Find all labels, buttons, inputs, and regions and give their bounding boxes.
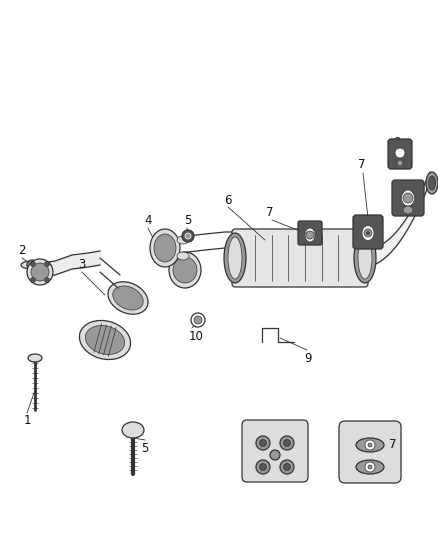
Ellipse shape	[154, 234, 176, 262]
Ellipse shape	[28, 354, 42, 362]
Ellipse shape	[428, 176, 435, 190]
Ellipse shape	[403, 206, 413, 214]
Ellipse shape	[150, 229, 180, 267]
Text: 7: 7	[358, 158, 366, 172]
FancyBboxPatch shape	[353, 215, 383, 249]
Circle shape	[191, 313, 205, 327]
FancyBboxPatch shape	[298, 221, 322, 245]
Ellipse shape	[79, 320, 131, 360]
Text: 7: 7	[389, 439, 397, 451]
Ellipse shape	[122, 422, 144, 438]
Circle shape	[397, 160, 403, 166]
Circle shape	[259, 440, 266, 447]
Ellipse shape	[305, 228, 315, 242]
Circle shape	[306, 231, 314, 239]
Circle shape	[45, 262, 49, 266]
Text: 9: 9	[304, 351, 312, 365]
Circle shape	[270, 450, 280, 460]
FancyBboxPatch shape	[339, 421, 401, 483]
Ellipse shape	[31, 263, 49, 281]
Text: 5: 5	[141, 441, 148, 455]
Circle shape	[45, 278, 49, 282]
Ellipse shape	[358, 237, 372, 279]
Circle shape	[368, 465, 372, 469]
Text: 8: 8	[281, 438, 289, 450]
Circle shape	[368, 443, 372, 447]
Ellipse shape	[177, 252, 189, 260]
Ellipse shape	[362, 225, 374, 240]
Circle shape	[280, 460, 294, 474]
Text: 7: 7	[266, 206, 274, 219]
Ellipse shape	[27, 259, 53, 285]
Ellipse shape	[113, 286, 143, 310]
FancyBboxPatch shape	[388, 139, 412, 169]
Text: 8: 8	[393, 136, 401, 149]
FancyBboxPatch shape	[232, 229, 368, 287]
Circle shape	[403, 193, 413, 203]
Ellipse shape	[354, 233, 376, 283]
Ellipse shape	[402, 190, 414, 206]
Circle shape	[31, 262, 35, 266]
FancyBboxPatch shape	[242, 420, 308, 482]
Circle shape	[256, 436, 270, 450]
Circle shape	[365, 440, 375, 450]
Circle shape	[395, 148, 405, 158]
Circle shape	[27, 260, 37, 270]
Circle shape	[256, 460, 270, 474]
Ellipse shape	[21, 261, 43, 269]
Circle shape	[182, 230, 194, 242]
Circle shape	[364, 229, 372, 237]
FancyBboxPatch shape	[392, 180, 424, 216]
Circle shape	[365, 462, 375, 472]
Ellipse shape	[169, 252, 201, 288]
Circle shape	[283, 440, 290, 447]
Ellipse shape	[108, 282, 148, 314]
Circle shape	[194, 316, 202, 324]
Ellipse shape	[177, 236, 189, 244]
Text: 1: 1	[23, 414, 31, 426]
Text: 3: 3	[78, 257, 86, 271]
Circle shape	[31, 278, 35, 282]
Text: 7: 7	[403, 183, 411, 197]
Circle shape	[283, 464, 290, 471]
Text: 5: 5	[184, 214, 192, 227]
Ellipse shape	[85, 326, 125, 354]
Ellipse shape	[356, 438, 384, 452]
Ellipse shape	[426, 172, 438, 194]
Text: 4: 4	[144, 214, 152, 227]
Circle shape	[185, 233, 191, 239]
Ellipse shape	[228, 237, 242, 279]
Text: 6: 6	[224, 193, 232, 206]
Ellipse shape	[356, 460, 384, 474]
Circle shape	[280, 436, 294, 450]
Circle shape	[367, 231, 370, 235]
Circle shape	[259, 464, 266, 471]
Text: 10: 10	[189, 329, 203, 343]
Ellipse shape	[224, 233, 246, 283]
Ellipse shape	[173, 257, 197, 283]
Text: 2: 2	[18, 244, 26, 256]
